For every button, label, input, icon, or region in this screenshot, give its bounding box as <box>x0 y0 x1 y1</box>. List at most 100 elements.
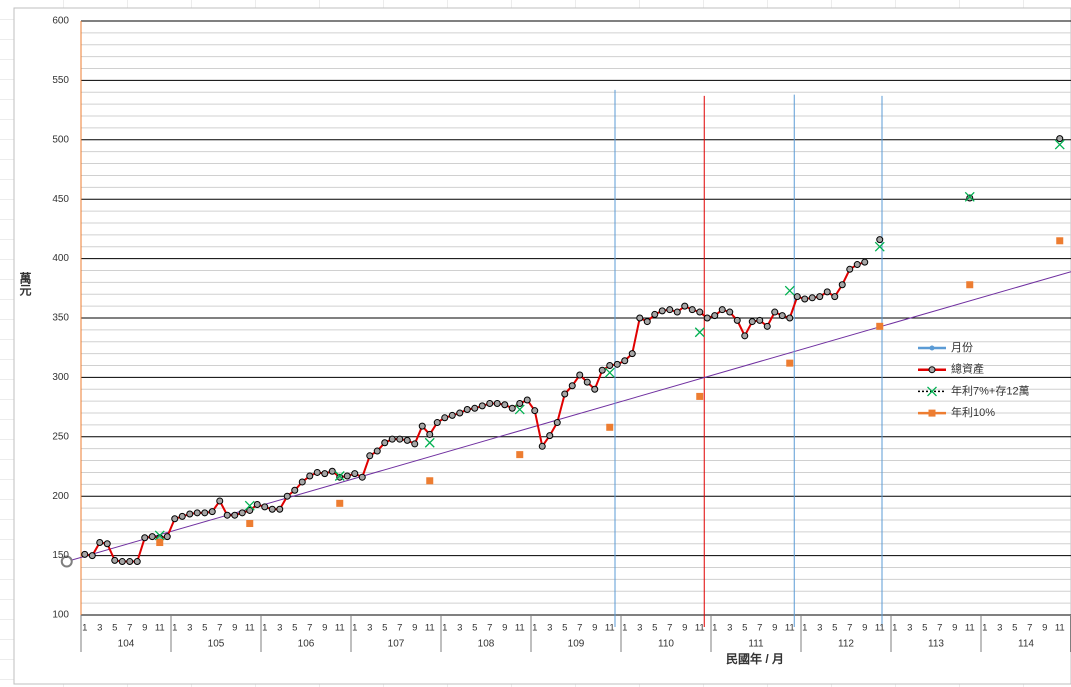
marker <box>733 316 741 324</box>
x-tick-label: 9 <box>322 623 327 634</box>
marker <box>246 520 254 528</box>
x-tick-label: 7 <box>217 623 222 634</box>
marker <box>748 318 756 326</box>
marker <box>448 411 456 419</box>
trendline-start <box>60 555 73 568</box>
marker <box>313 468 321 476</box>
marker <box>148 533 156 541</box>
y-tick-label: 450 <box>52 194 69 205</box>
marker <box>966 194 974 202</box>
x-group-label: 113 <box>928 639 944 650</box>
x-tick-label: 9 <box>1042 623 1047 634</box>
marker <box>396 435 404 443</box>
marker <box>643 318 651 326</box>
x-group-label: 110 <box>658 639 674 650</box>
x-tick-label: 5 <box>472 623 477 634</box>
x-tick-label: 3 <box>547 623 552 634</box>
marker <box>186 510 194 518</box>
marker <box>193 509 201 517</box>
x-group-label: 114 <box>1018 639 1034 650</box>
marker <box>96 539 104 547</box>
marker <box>118 558 126 566</box>
plot <box>60 89 1071 627</box>
x-tick-label: 9 <box>952 623 957 634</box>
x-tick-label: 9 <box>772 623 777 634</box>
legend-label: 月份 <box>951 341 973 354</box>
marker <box>778 312 786 320</box>
marker <box>591 385 599 393</box>
marker <box>658 307 666 315</box>
marker <box>1054 139 1065 150</box>
marker <box>373 447 381 455</box>
marker <box>334 471 345 481</box>
marker <box>426 430 434 438</box>
marker <box>598 366 606 374</box>
x-tick-label: 1 <box>352 623 357 634</box>
marker <box>268 505 276 513</box>
y-tick-label: 300 <box>52 372 69 383</box>
marker <box>343 472 351 480</box>
marker <box>171 515 179 523</box>
marker <box>156 539 164 547</box>
marker <box>823 288 831 296</box>
marker <box>366 452 374 460</box>
marker <box>238 509 246 517</box>
x-tick-label: 11 <box>695 623 705 634</box>
legend-label: 總資產 <box>951 362 984 376</box>
x-tick-label: 5 <box>112 623 117 634</box>
marker <box>696 308 704 316</box>
marker <box>426 477 434 485</box>
x-group-label: 105 <box>208 639 225 650</box>
x-tick-label: 3 <box>457 623 462 634</box>
x-tick-label: 9 <box>682 623 687 634</box>
marker <box>388 435 396 443</box>
x-tick-label: 7 <box>307 623 312 634</box>
x-tick-label: 7 <box>667 623 672 634</box>
grid <box>80 20 1071 652</box>
x-tick-label: 5 <box>202 623 207 634</box>
x-tick-label: 11 <box>155 623 165 634</box>
x-tick-label: 1 <box>622 623 627 634</box>
x-tick-label: 11 <box>785 623 795 634</box>
marker <box>861 258 869 266</box>
marker <box>651 310 659 318</box>
y-tick-label: 250 <box>52 431 69 442</box>
marker <box>358 473 366 481</box>
x-tick-label: 3 <box>817 623 822 634</box>
x-tick-label: 5 <box>562 623 567 634</box>
marker <box>283 492 291 500</box>
x-tick-label: 5 <box>832 623 837 634</box>
marker <box>433 419 441 427</box>
marker <box>306 472 314 480</box>
marker <box>876 322 884 330</box>
x-tick-label: 11 <box>875 623 885 634</box>
x-tick-label: 3 <box>277 623 282 634</box>
marker <box>966 281 974 289</box>
x-tick-label: 5 <box>652 623 657 634</box>
x-tick-label: 3 <box>727 623 732 634</box>
marker <box>463 405 471 413</box>
marker <box>606 423 614 431</box>
x-group-label: 106 <box>298 639 315 650</box>
marker <box>351 470 359 478</box>
marker <box>291 486 299 494</box>
marker <box>688 306 696 314</box>
marker <box>771 308 779 316</box>
x-tick-label: 3 <box>997 623 1002 634</box>
marker <box>874 241 885 252</box>
y-tick-label: 350 <box>52 313 69 324</box>
marker <box>141 534 149 542</box>
marker <box>253 501 261 509</box>
marker <box>276 505 284 513</box>
x-tick-label: 11 <box>965 623 975 634</box>
x-tick-label: 1 <box>712 623 717 634</box>
x-tick-label: 9 <box>592 623 597 634</box>
marker <box>801 295 809 303</box>
marker <box>568 382 576 390</box>
marker <box>523 396 531 404</box>
x-tick-label: 9 <box>862 623 867 634</box>
marker <box>553 419 561 427</box>
marker <box>741 332 749 340</box>
